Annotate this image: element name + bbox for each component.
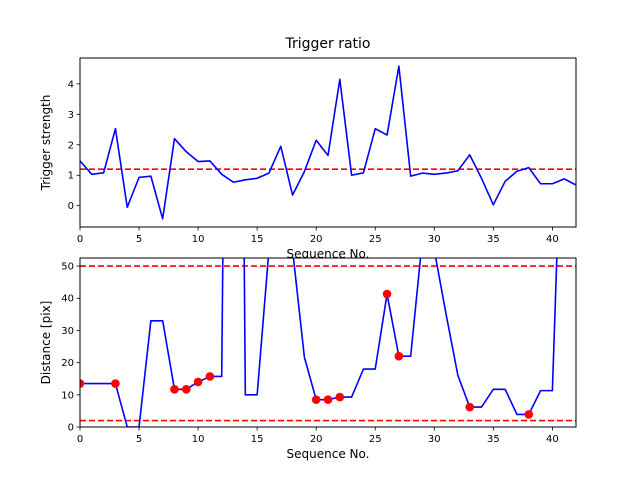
y-tick-label: 1 (68, 171, 74, 182)
y-axis-label: Trigger strength (39, 95, 53, 192)
x-tick-label: 15 (251, 234, 264, 245)
plot-area-top (80, 65, 576, 220)
x-tick-label: 40 (546, 234, 559, 245)
y-tick-label: 20 (61, 358, 74, 369)
data-point-marker (394, 351, 404, 361)
distance-panel: 0 5 10 15 20 25 30 35 40 0 10 20 30 40 50 Sequence No. D… (39, 257, 577, 461)
x-tick-label: 35 (487, 234, 500, 245)
data-point-marker (311, 395, 321, 404)
x-tick-label: 35 (487, 434, 500, 445)
x-tick-label: 5 (136, 234, 142, 245)
data-point-marker (170, 385, 179, 394)
data-point-marker (524, 410, 534, 419)
x-tick-label: 0 (77, 434, 83, 445)
data-point-marker (80, 379, 85, 388)
y-tick-label: 3 (68, 110, 74, 121)
x-tick-label: 5 (136, 434, 142, 445)
data-point-marker (193, 377, 203, 387)
y-axis-label: Distance [pix] (39, 301, 53, 385)
y-tick-label: 50 (61, 262, 74, 273)
x-tick-label: 30 (428, 234, 441, 245)
x-tick-label: 20 (310, 234, 323, 245)
data-point-marker (382, 289, 392, 299)
data-point-marker (465, 402, 475, 412)
x-axis-label: Sequence No. (287, 447, 370, 461)
data-point-marker (335, 392, 345, 402)
y-tick-label: 10 (61, 390, 74, 401)
x-tick-label: 10 (192, 434, 205, 445)
series-line-0 (80, 65, 576, 220)
x-tick-label: 10 (192, 234, 205, 245)
y-tick-label: 30 (61, 326, 74, 337)
data-point-marker (205, 372, 215, 381)
y-tick-label: 4 (68, 79, 74, 90)
x-tick-label: 15 (251, 434, 264, 445)
x-tick-label: 25 (369, 434, 382, 445)
data-point-marker (323, 395, 333, 404)
y-tick-label: 2 (68, 140, 74, 151)
x-tick-label: 25 (369, 234, 382, 245)
y-tick-label: 0 (68, 423, 74, 434)
plot-area-bottom (80, 258, 576, 427)
data-point-marker (111, 379, 120, 388)
y-tick-label: 40 (61, 294, 74, 305)
x-tick-label: 40 (546, 434, 559, 445)
x-tick-label: 30 (428, 434, 441, 445)
axes-frame (79, 57, 577, 228)
chart-title: Trigger ratio (284, 36, 370, 52)
y-tick-label: 0 (68, 201, 74, 212)
data-point-marker (181, 385, 191, 394)
x-tick-label: 20 (310, 434, 323, 445)
x-tick-label: 0 (77, 234, 83, 245)
axes-frame (79, 257, 577, 428)
